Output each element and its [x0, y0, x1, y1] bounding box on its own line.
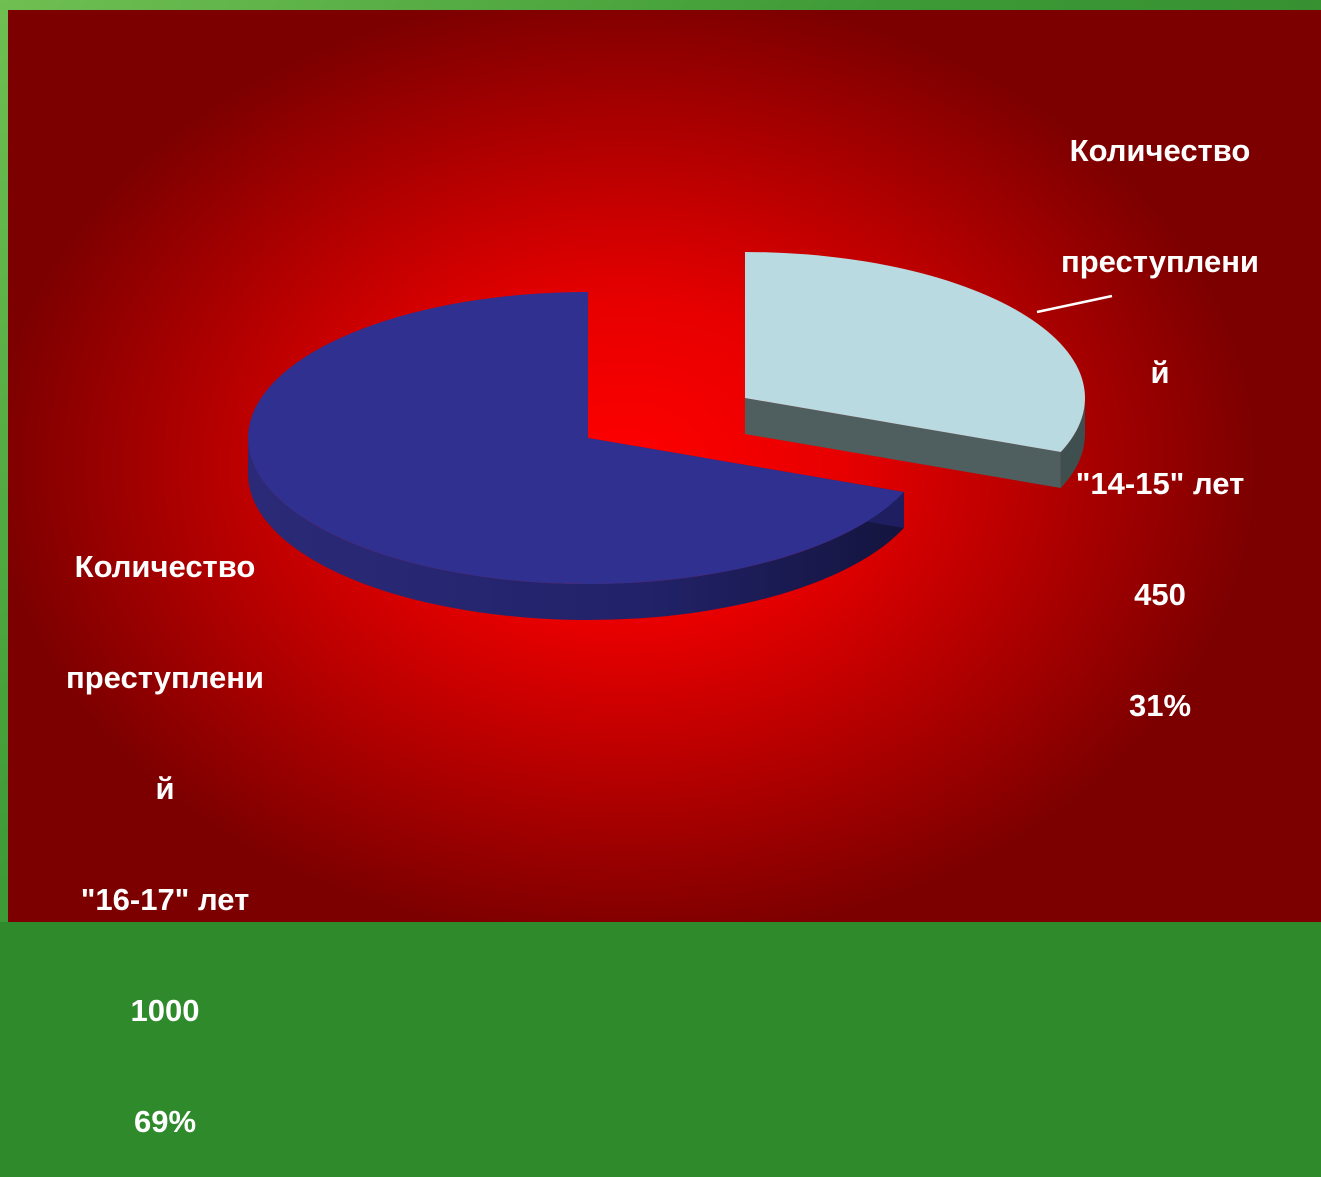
- slice-label-14-15-line-2: преступлени: [1061, 244, 1259, 279]
- slice-label-16-17-line-1: Количество: [74, 549, 256, 584]
- slice-label-16-17-line-4: "16-17" лет: [80, 882, 250, 917]
- slice-label-14-15-line-4: "14-15" лет: [1075, 466, 1245, 501]
- slice-label-14-15: Количество преступлени й "14-15" лет 450…: [1035, 58, 1285, 761]
- slice-label-16-17: Количество преступлени й "16-17" лет 100…: [40, 474, 290, 1177]
- slice-label-16-17-line-3: й: [155, 771, 175, 806]
- pie-slice-14-15: [745, 252, 1085, 453]
- slice-label-16-17-line-2: преступлени: [66, 660, 264, 695]
- pie-slice-16-17: [248, 292, 904, 585]
- slice-label-14-15-line-3: й: [1150, 355, 1170, 390]
- slice-value-16-17: 1000: [130, 993, 200, 1028]
- pie-slice-cut-14-15: [745, 398, 1061, 489]
- pie-slice-side-16-17: [248, 438, 904, 620]
- leader-line-14-15: [1036, 294, 1113, 314]
- pie-slice-side-14-15: [1060, 398, 1085, 489]
- slice-value-14-15: 450: [1134, 577, 1186, 612]
- pie-chart: [248, 252, 1113, 620]
- slice-percent-14-15: 31%: [1128, 688, 1192, 723]
- slice-percent-16-17: 69%: [133, 1104, 197, 1139]
- slice-label-14-15-line-1: Количество: [1069, 133, 1251, 168]
